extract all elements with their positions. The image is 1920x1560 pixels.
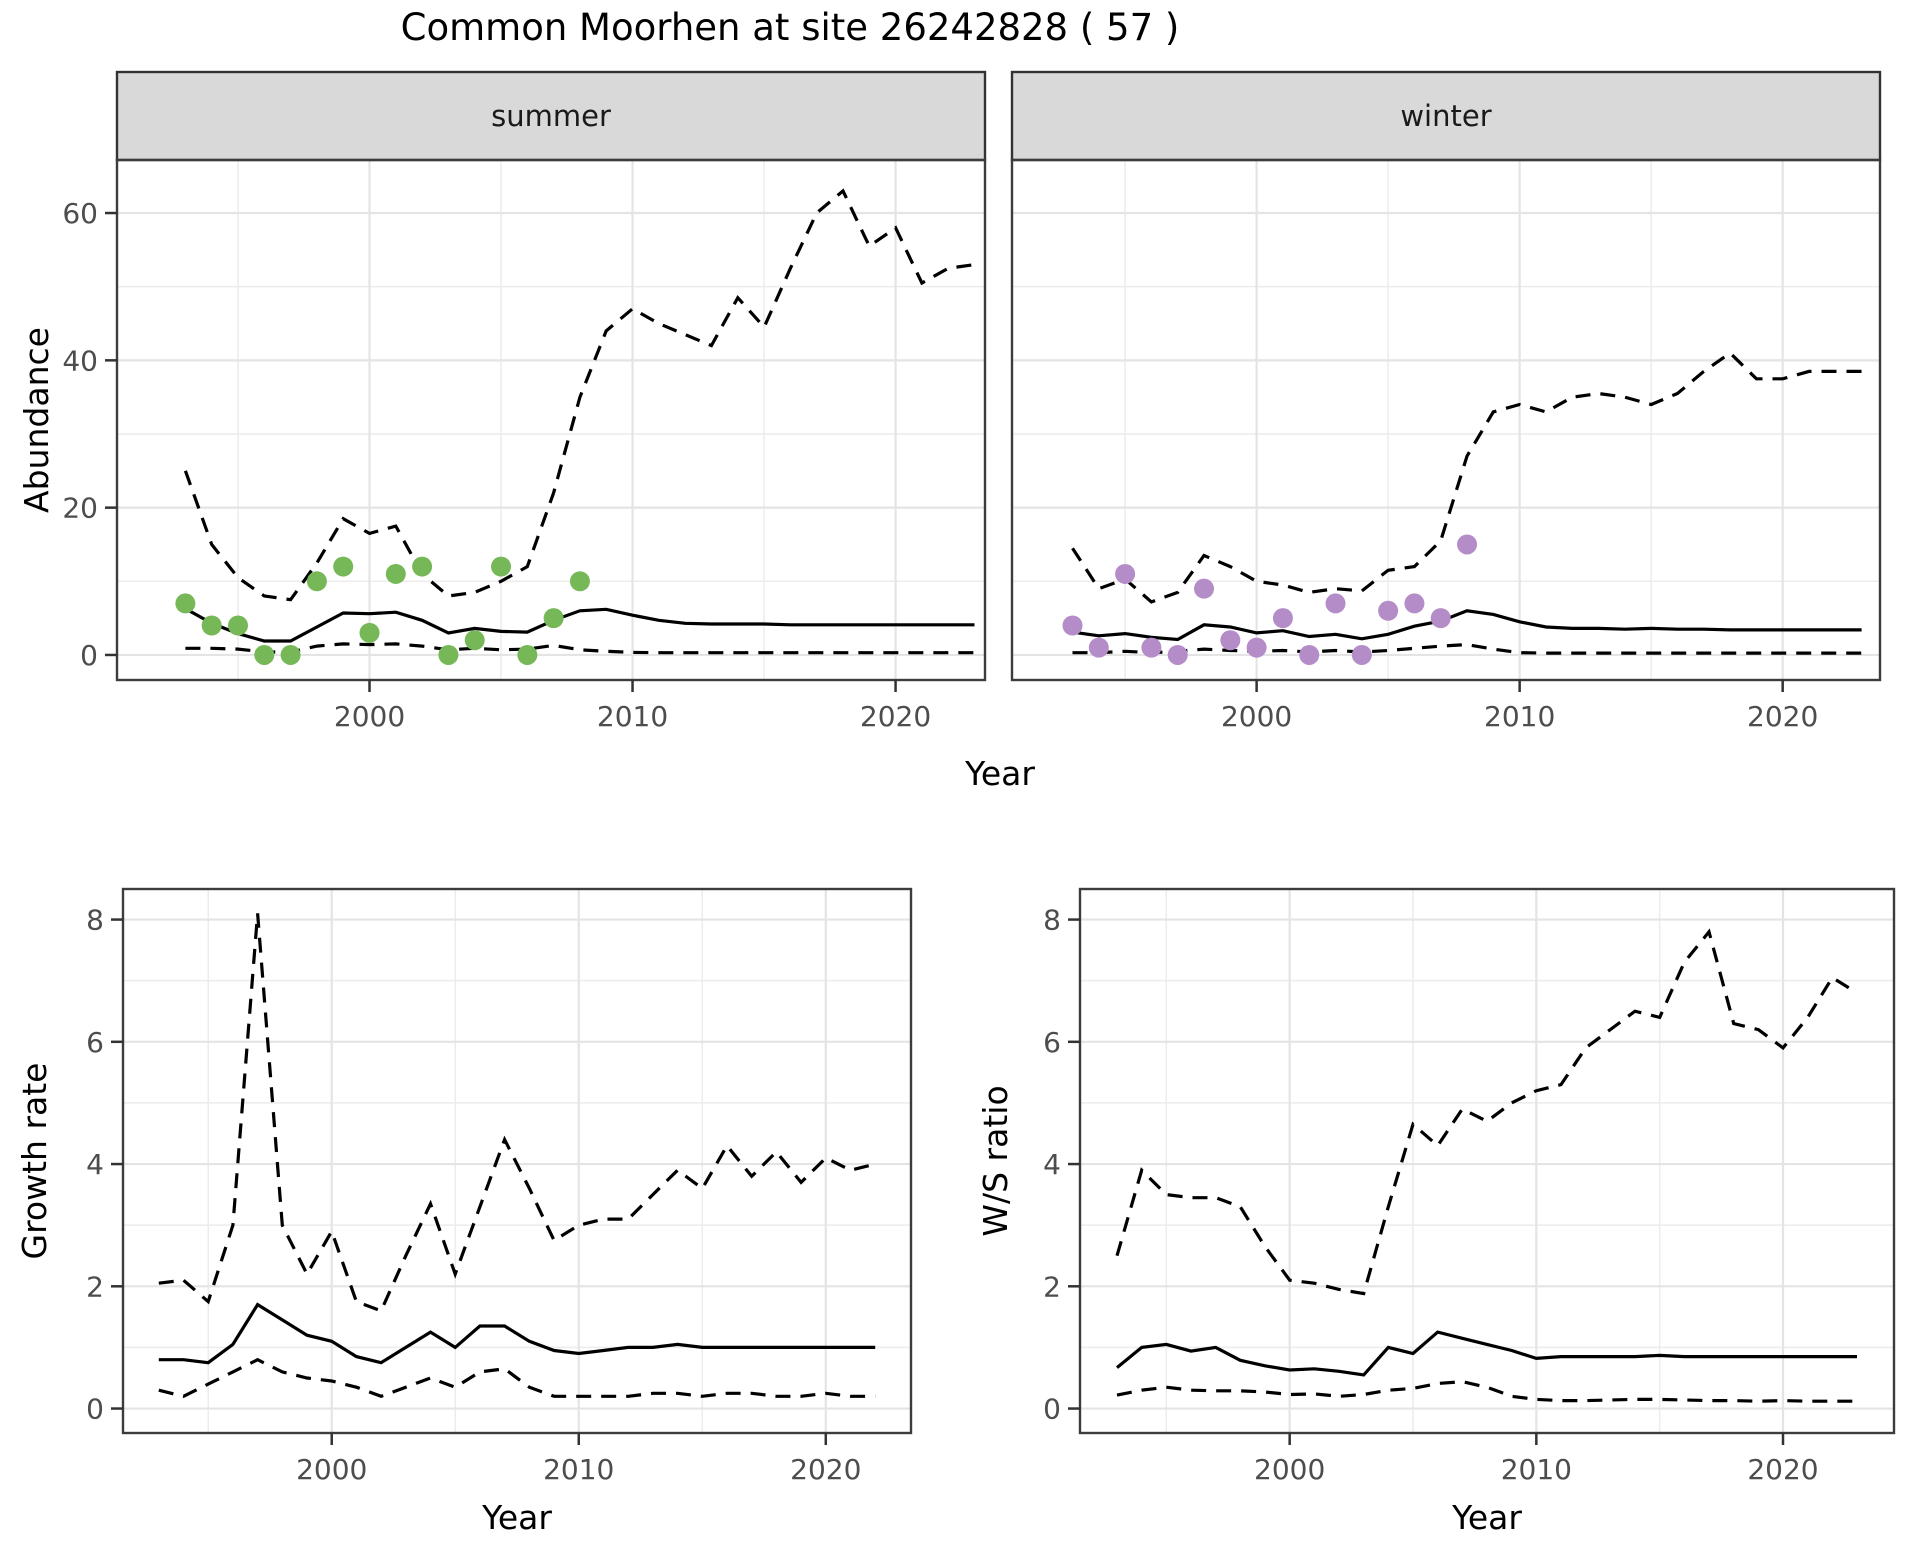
- facet-strip-summer: summer: [491, 99, 611, 133]
- x-tick-label: 2020: [1747, 700, 1818, 733]
- series-upper-ci: [183, 188, 975, 602]
- data-point-observed: [1246, 637, 1267, 658]
- facet-strip-box: [115, 70, 987, 162]
- data-point-observed: [464, 630, 485, 651]
- x-tick-label: 2020: [1747, 1453, 1818, 1486]
- data-point-observed: [1167, 644, 1188, 665]
- y-tick-label: 6: [1043, 1026, 1061, 1059]
- y-tick-label: 40: [62, 344, 98, 377]
- data-point-observed: [1430, 608, 1451, 629]
- y-tick-label: 8: [1043, 904, 1061, 937]
- data-point-observed: [1062, 615, 1083, 636]
- panel-border: [1010, 158, 1882, 682]
- data-point-observed: [1088, 637, 1109, 658]
- series-median: [158, 1302, 876, 1365]
- y-tick-label: 4: [86, 1148, 104, 1181]
- series-median: [184, 607, 975, 643]
- data-point-observed: [227, 615, 248, 636]
- series-upper-ci: [158, 913, 876, 1313]
- y-tick-label: 4: [1043, 1148, 1061, 1181]
- data-point-observed: [201, 615, 222, 636]
- x-tick-label: 2000: [1254, 1453, 1325, 1486]
- y-tick-label: 60: [62, 197, 98, 230]
- y-tick-label: 6: [86, 1026, 104, 1059]
- series-lower-ci: [185, 642, 975, 655]
- x-tick-label: 2010: [1484, 700, 1555, 733]
- series-lower-ci: [1072, 642, 1862, 655]
- series-median: [1115, 1330, 1857, 1377]
- series-median: [1072, 609, 1862, 642]
- data-point-observed: [1404, 593, 1425, 614]
- data-point-observed: [491, 556, 512, 577]
- data-point-observed: [1325, 593, 1346, 614]
- y-axis-title-ws-ratio: W/S ratio: [975, 1085, 1015, 1237]
- data-point-observed: [1299, 644, 1320, 665]
- y-tick-label: 0: [1043, 1393, 1061, 1426]
- y-axis-title-abundance: Abundance: [16, 327, 56, 513]
- x-tick-label: 2020: [860, 700, 931, 733]
- data-point-observed: [1272, 608, 1293, 629]
- y-tick-label: 0: [80, 639, 98, 672]
- panel-border: [1078, 887, 1896, 1435]
- panel-border: [115, 158, 987, 682]
- panel-background: [117, 160, 985, 680]
- x-tick-label: 2010: [1501, 1453, 1572, 1486]
- data-point-observed: [1141, 637, 1162, 658]
- data-point-observed: [1351, 644, 1372, 665]
- x-tick-label: 2000: [1221, 700, 1292, 733]
- panel-background: [1012, 160, 1880, 680]
- data-point-observed: [254, 644, 275, 665]
- data-point-observed: [569, 571, 590, 592]
- facet-strip-winter: winter: [1400, 99, 1492, 133]
- y-tick-label: 2: [86, 1270, 104, 1303]
- data-point-observed: [359, 622, 380, 643]
- data-point-observed: [333, 556, 354, 577]
- data-point-observed: [306, 571, 327, 592]
- data-point-observed: [385, 563, 406, 584]
- data-point-observed: [1378, 600, 1399, 621]
- series-upper-ci: [1115, 928, 1858, 1296]
- x-tick-label: 2010: [597, 700, 668, 733]
- y-tick-label: 2: [1043, 1270, 1061, 1303]
- series-upper-ci: [1071, 350, 1862, 604]
- data-point-observed: [412, 556, 433, 577]
- x-axis-title-year-top: Year: [965, 753, 1035, 793]
- x-tick-label: 2010: [543, 1453, 614, 1486]
- x-tick-label: 2000: [334, 700, 405, 733]
- data-point-observed: [280, 644, 301, 665]
- y-axis-title-growth-rate: Growth rate: [14, 1062, 54, 1260]
- data-point-observed: [1115, 563, 1136, 584]
- x-axis-title-year-ws: Year: [1452, 1497, 1522, 1537]
- data-point-observed: [543, 608, 564, 629]
- x-tick-label: 2020: [790, 1453, 861, 1486]
- y-tick-label: 8: [86, 904, 104, 937]
- data-point-observed: [175, 593, 196, 614]
- series-lower-ci: [158, 1357, 876, 1399]
- x-axis-title-year-growth: Year: [482, 1497, 552, 1537]
- data-point-observed: [1457, 534, 1478, 555]
- data-point-observed: [438, 644, 459, 665]
- page-title: Common Moorhen at site 26242828 ( 57 ): [400, 6, 1180, 49]
- panel-border: [121, 887, 913, 1435]
- facet-strip-box: [1010, 70, 1882, 162]
- y-tick-label: 0: [86, 1393, 104, 1426]
- data-point-observed: [1194, 578, 1215, 599]
- panel-background: [1080, 889, 1894, 1433]
- x-tick-label: 2000: [296, 1453, 367, 1486]
- y-tick-label: 20: [62, 492, 98, 525]
- data-point-observed: [517, 644, 538, 665]
- data-point-observed: [1220, 630, 1241, 651]
